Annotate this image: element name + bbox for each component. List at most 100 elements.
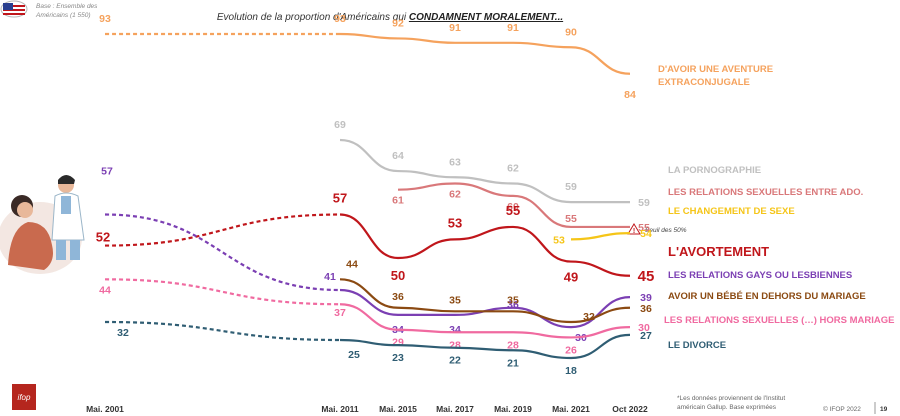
data-label-la-pornographie: 62 xyxy=(507,162,519,174)
x-tick-label: Oct 2022 xyxy=(612,404,648,414)
x-tick-label: Mai. 2017 xyxy=(436,404,474,414)
x-tick-label: Mai. 2015 xyxy=(379,404,417,414)
data-label-l-avortement: 53 xyxy=(448,215,462,230)
data-label-les-relations-sexuelles-hors-mariage: 28 xyxy=(449,339,461,351)
legend-label-le-changement-de-sexe: LE CHANGEMENT DE SEXE xyxy=(668,206,795,217)
data-label-l-avortement: 50 xyxy=(391,268,405,283)
data-label-les-relations-gays-ou-lesbiennes: 39 xyxy=(640,292,652,304)
series-line-les-relations-sexuelles-entre-ado xyxy=(397,182,630,229)
data-label-d-avoir-une-aventure-extraconjugale: 84 xyxy=(624,89,636,101)
footnote-line-2: américain Gallup. Base exprimées xyxy=(677,404,777,411)
data-label-l-avortement: 55 xyxy=(506,203,520,218)
data-label-les-relations-gays-ou-lesbiennes: 34 xyxy=(449,324,461,336)
series-line-les-relations-sexuelles-hors-mariage xyxy=(339,303,631,339)
data-label-avoir-un-bebe-en-dehors-du-mariage: 32 xyxy=(583,311,595,323)
data-label-le-divorce: 23 xyxy=(392,352,404,364)
x-tick-label: Mai. 2021 xyxy=(552,404,590,414)
x-tick-label: Mai. 2011 xyxy=(321,404,359,414)
data-label-d-avoir-une-aventure-extraconjugale: 92 xyxy=(392,17,404,29)
data-label-le-divorce: 27 xyxy=(640,330,652,342)
page-number: 19 xyxy=(880,406,888,413)
data-label-le-divorce: 21 xyxy=(507,357,519,369)
base-line-1: Base : Ensemble des xyxy=(36,3,98,10)
legend-label-la-pornographie: LA PORNOGRAPHIE xyxy=(668,165,761,176)
data-label-la-pornographie: 59 xyxy=(638,197,650,209)
title-emphasis: CONDAMNENT MORALEMENT... xyxy=(409,12,563,23)
data-label-d-avoir-une-aventure-extraconjugale: 91 xyxy=(449,22,461,34)
series-line-le-divorce xyxy=(339,333,631,360)
title-prefix: Evolution de la proportion d'Américains … xyxy=(217,12,409,23)
data-label-le-divorce: 22 xyxy=(449,355,461,367)
data-label-le-divorce: 32 xyxy=(117,327,129,339)
data-label-l-avortement: 45 xyxy=(638,268,655,285)
data-label-d-avoir-une-aventure-extraconjugale: 93 xyxy=(99,13,111,25)
data-label-le-divorce: 18 xyxy=(565,365,577,377)
series-line-l-avortement xyxy=(339,213,631,277)
data-label-la-pornographie: 59 xyxy=(565,181,577,193)
data-label-avoir-un-bebe-en-dehors-du-mariage: 36 xyxy=(392,291,404,303)
series-dashed-les-relations-gays-ou-lesbiennes xyxy=(104,213,341,292)
series-dashed-le-divorce xyxy=(104,320,341,342)
data-label-les-relations-sexuelles-hors-mariage: 28 xyxy=(507,339,519,351)
threshold-marker: ! Seuil des 50% xyxy=(627,223,687,235)
data-label-les-relations-gays-ou-lesbiennes: 57 xyxy=(101,166,113,178)
legend-label-d-avoir-une-aventure-extraconjugale: D'AVOIR UNE AVENTURE xyxy=(658,64,773,75)
ifop-logo-text: ifop xyxy=(18,393,31,402)
x-tick-label: Mai. 2001 xyxy=(86,404,124,414)
page-title: Evolution de la proportion d'Américains … xyxy=(217,12,563,23)
series-line-la-pornographie xyxy=(339,138,630,204)
data-label-la-pornographie: 63 xyxy=(449,156,461,168)
data-label-la-pornographie: 69 xyxy=(334,119,346,131)
base-line-2: Américains (1 550) xyxy=(35,12,91,19)
series-line-avoir-un-bebe-en-dehors-du-mariage xyxy=(339,278,631,324)
x-axis: Mai. 2001 Mai. 2011 Mai. 2015 Mai. 2017 Mai.… xyxy=(86,404,648,414)
data-label-d-avoir-une-aventure-extraconjugale: 90 xyxy=(565,26,577,38)
data-label-d-avoir-une-aventure-extraconjugale: 91 xyxy=(507,22,519,34)
warning-glyph: ! xyxy=(633,228,635,235)
legend-label-avoir-un-bebe-en-dehors-du-mariage: AVOIR UN BÉBÉ EN DEHORS DU MARIAGE xyxy=(668,291,866,302)
us-flag-icon xyxy=(0,0,28,18)
x-tick-label: Mai. 2019 xyxy=(494,404,532,414)
copyright: © IFOP 2022 xyxy=(823,405,861,413)
data-label-avoir-un-bebe-en-dehors-du-mariage: 35 xyxy=(449,294,461,306)
legend-layer: D'AVOIR UNE AVENTURE EXTRACONJUGALE LA POR… xyxy=(658,64,894,351)
data-label-les-relations-sexuelles-hors-mariage: 29 xyxy=(392,337,404,349)
legend-label-l-avortement: L'AVORTEMENT xyxy=(668,244,769,259)
data-label-l-avortement: 57 xyxy=(333,191,347,206)
data-label-les-relations-gays-ou-lesbiennes: 30 xyxy=(575,332,587,344)
data-label-avoir-un-bebe-en-dehors-du-mariage: 44 xyxy=(346,258,358,270)
series-line-le-changement-de-sexe xyxy=(570,232,631,241)
data-label-les-relations-gays-ou-lesbiennes: 41 xyxy=(324,271,336,283)
data-label-d-avoir-une-aventure-extraconjugale: 93 xyxy=(334,13,346,25)
data-label-avoir-un-bebe-en-dehors-du-mariage: 35 xyxy=(507,294,519,306)
series-dashed-les-relations-sexuelles-hors-mariage xyxy=(104,278,341,306)
data-label-avoir-un-bebe-en-dehors-du-mariage: 36 xyxy=(640,303,652,315)
data-label-les-relations-sexuelles-entre-ado: 60 xyxy=(507,201,519,213)
data-label-les-relations-sexuelles-hors-mariage: 44 xyxy=(99,284,111,296)
data-label-les-relations-sexuelles-entre-ado: 55 xyxy=(638,222,650,234)
data-label-le-changement-de-sexe: 54 xyxy=(640,228,652,240)
legend-label-les-relations-sexuelles-entre-ado: LES RELATIONS SEXUELLES ENTRE ADO. xyxy=(668,187,863,198)
data-label-les-relations-sexuelles-entre-ado: 55 xyxy=(565,213,577,225)
patient-doctor-illustration-icon xyxy=(0,175,85,274)
data-label-la-pornographie: 64 xyxy=(392,150,404,162)
warning-icon xyxy=(627,223,641,235)
data-label-les-relations-sexuelles-entre-ado: 61 xyxy=(392,195,404,207)
data-label-le-divorce: 25 xyxy=(348,349,360,361)
data-label-les-relations-sexuelles-hors-mariage: 26 xyxy=(565,344,577,356)
data-label-les-relations-sexuelles-entre-ado: 62 xyxy=(449,188,461,200)
legend-label-les-relations-gays-ou-lesbiennes: LES RELATIONS GAYS OU LESBIENNES xyxy=(668,270,852,281)
ifop-logo: ifop xyxy=(12,384,36,410)
data-label-l-avortement: 52 xyxy=(96,230,110,245)
series-line-d-avoir-une-aventure-extraconjugale xyxy=(339,32,631,75)
threshold-label: Seuil des 50% xyxy=(645,227,687,234)
data-label-l-avortement: 49 xyxy=(564,270,578,285)
legend-label-les-relations-sexuelles-hors-mariage: LES RELATIONS SEXUELLES (…) HORS MARIAGE xyxy=(664,315,894,326)
legend-label-d-avoir-une-aventure-extraconjugale: EXTRACONJUGALE xyxy=(658,77,750,88)
data-label-les-relations-gays-ou-lesbiennes: 36 xyxy=(507,299,519,311)
data-label-le-changement-de-sexe: 53 xyxy=(553,234,565,246)
series-layer: 93 93 92 91 91 908469646362595961626055555354… xyxy=(96,13,655,377)
data-label-les-relations-sexuelles-hors-mariage: 37 xyxy=(334,307,346,319)
data-label-les-relations-sexuelles-hors-mariage: 30 xyxy=(638,322,650,334)
